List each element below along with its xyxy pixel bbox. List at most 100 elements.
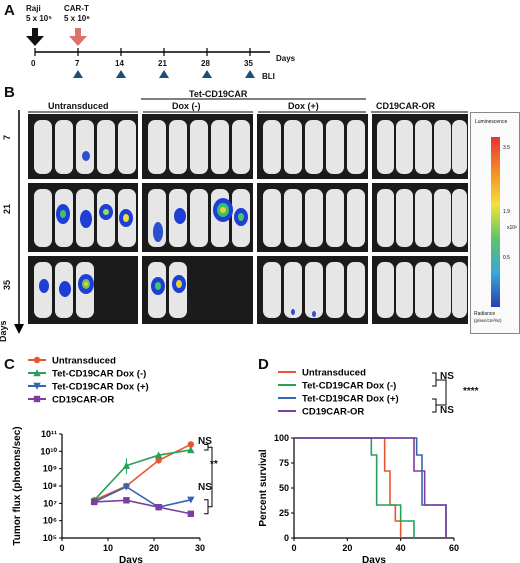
chart-c-significance: ** [210,459,218,470]
timeline-tick-21: 21 [158,59,167,68]
legend-label-0: Untransduced [302,368,366,379]
colorbar-footer-2: (p/sec/cm²/sr) [474,318,502,323]
survival-curve-2 [294,437,447,538]
cart-injection-arrow-icon [69,28,87,46]
chart-c-ns-bottom: NS [198,482,212,493]
bli-image-grid [28,114,468,324]
data-point [187,441,194,448]
cart-dose: 5 x 10⁶ [64,14,90,23]
chart-c-axes: 10⁵ 10⁶ 10⁷ 10⁸ 10⁹ 10¹⁰ 10¹¹ 0 10 20 30 Days Tumor … [12,426,213,563]
colorbar-tick-low: 0.5 [503,255,510,261]
chart-d: Untransduced Tet-CD19CAR Dox (-) Tet-CD19C… [258,368,459,563]
panel-b-letter: B [4,84,15,101]
y-tick-label: 10⁵ [43,533,57,543]
y-tick-label: 10⁷ [43,498,57,508]
x-tick-label: 20 [342,543,352,553]
group-or-label: CD19CAR-OR [376,101,436,111]
series-line-3 [94,499,191,515]
chart-d-significance: **** [463,386,479,397]
timeline-tick-35: 35 [244,59,253,68]
group-bracket-lines [28,98,468,113]
y-axis-title: Percent survival [258,449,269,526]
legend-label-3: CD19CAR-OR [302,407,364,418]
row-day-35: 35 [2,279,12,290]
survival-curve-3 [294,437,447,538]
chart-d-series [294,437,447,538]
timeline-days-label: Days [276,54,296,63]
cart-label: CAR-T [64,4,89,13]
legend-label-2: Tet-CD19CAR Dox (+) [302,394,399,405]
timeline-tick-7: 7 [75,59,80,68]
timeline-tick-28: 28 [201,59,210,68]
colorbar-tick-high: 3.5 [503,145,510,151]
chart-d-ns-bottom: NS [440,405,454,416]
y-tick-label: 10⁶ [43,516,57,526]
chart-c-series [90,441,195,517]
y-tick-label: 10¹¹ [41,429,57,439]
timeline-graphic [26,28,270,78]
days-down-arrow-icon [14,110,24,334]
chart-d-legend: Untransduced Tet-CD19CAR Dox (-) Tet-CD19C… [278,368,399,418]
group-dox-minus-label: Dox (-) [172,101,201,111]
y-tick-label: 0 [284,533,289,543]
data-point [187,446,195,454]
y-tick-label: 25 [279,508,289,518]
bracket-ns-top [432,372,437,387]
legend-label-0: Untransduced [52,356,116,367]
data-point [123,497,130,504]
chart-c: Untransduced Tet-CD19CAR Dox (-) Tet-CD19C… [12,356,213,563]
legend-marker-2 [33,382,41,390]
x-tick-label: 30 [195,543,205,553]
y-tick-label: 10⁸ [43,481,57,491]
legend-label-1: Tet-CD19CAR Dox (-) [302,381,396,392]
bracket-ns-bottom [204,499,209,515]
bracket-star [436,379,447,406]
y-tick-label: 10⁹ [43,464,57,474]
group-dox-plus-label: Dox (+) [288,101,319,111]
data-point [154,451,163,459]
panel-c-letter: C [4,356,15,373]
chart-c-ns-top: NS [198,436,212,447]
x-tick-label: 40 [396,543,406,553]
legend-label-1: Tet-CD19CAR Dox (-) [52,369,146,380]
y-tick-label: 10¹⁰ [40,446,57,456]
colorbar-box: Luminescence 3.5 1.9 0.5 x10⁶ Radiance (… [470,112,520,334]
x-tick-label: 20 [149,543,159,553]
bli-signal-spots [39,151,316,317]
data-point [91,498,98,506]
timeline-tick-0: 0 [31,59,36,68]
raji-dose: 5 x 10⁵ [26,14,52,23]
group-untransduced-label: Untransduced [48,101,109,111]
data-point [187,510,194,517]
colorbar-title: Luminescence [475,119,508,125]
x-tick-label: 60 [449,543,459,553]
data-point [187,496,195,504]
row-day-7: 7 [2,134,12,140]
colorbar-unit: x10⁶ [507,225,518,231]
data-point [155,503,162,511]
y-tick-label: 50 [279,483,289,493]
series-line-2 [93,485,191,509]
y-tick-label: 75 [279,458,289,468]
raji-label: Raji [26,4,41,13]
survival-curve-1 [294,437,415,538]
legend-label-3: CD19CAR-OR [52,395,114,406]
chart-d-axes: 0 25 50 75 100 0 20 40 60 Days Percent survival [258,372,459,563]
x-tick-label: 0 [291,543,296,553]
data-point [155,457,162,464]
panel-d-letter: D [258,356,269,373]
days-axis-label: Days [0,320,8,342]
series-line-1 [93,449,191,501]
x-tick-label: 0 [59,543,64,553]
colorbar-gradient [491,137,500,307]
bli-label: BLI [262,72,275,81]
legend-marker-1 [33,369,41,377]
row-day-21: 21 [2,203,12,214]
colorbar-footer-1: Radiance [474,311,496,317]
x-axis-title: Days [119,555,143,563]
bli-markers [73,70,255,78]
data-point [122,483,131,491]
bracket-star [208,446,213,508]
panel-a-letter: A [4,2,15,19]
bracket-ns-bottom [432,398,437,413]
